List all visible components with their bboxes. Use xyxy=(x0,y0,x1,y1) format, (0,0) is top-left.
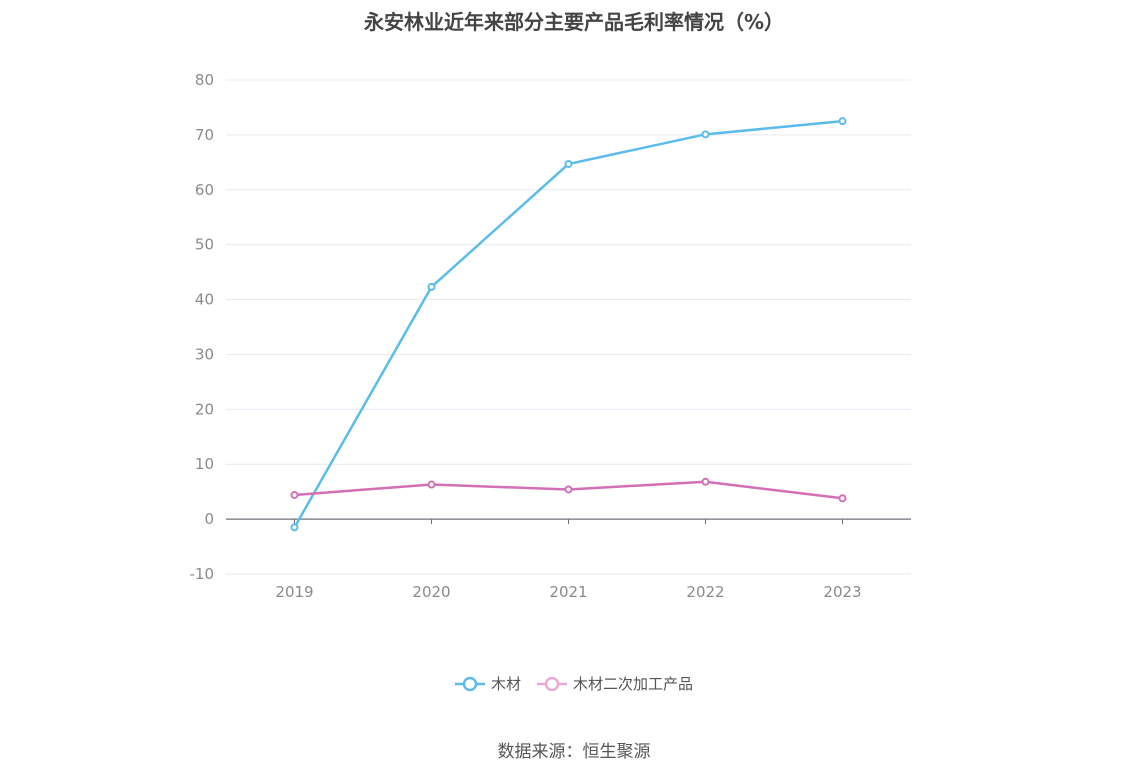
chart-title: 永安林业近年来部分主要产品毛利率情况（%） xyxy=(363,10,785,34)
data-point xyxy=(564,159,573,168)
data-point xyxy=(838,494,847,503)
y-tick-label: 30 xyxy=(195,345,214,363)
y-tick-label: 80 xyxy=(195,71,214,89)
legend-label-wood-processed: 木材二次加工产品 xyxy=(573,675,694,693)
data-source: 数据来源：恒生聚源 xyxy=(497,742,651,762)
x-tick-label: 2023 xyxy=(823,583,861,601)
y-tick-label: 70 xyxy=(195,126,214,144)
data-point xyxy=(564,485,573,494)
data-point xyxy=(838,117,847,126)
y-tick-label: 20 xyxy=(195,400,214,418)
x-tick-label: 2022 xyxy=(686,583,724,601)
legend-swatch-wood-processed xyxy=(537,676,567,691)
y-tick-label: 50 xyxy=(195,236,214,254)
legend-item-wood[interactable]: 木材 xyxy=(454,673,521,694)
data-point xyxy=(427,282,436,291)
legend-swatch-wood xyxy=(454,676,485,691)
y-tick-label: 60 xyxy=(195,181,214,199)
legend-label-wood: 木材 xyxy=(490,675,521,693)
data-point xyxy=(701,477,710,486)
y-tick-label: 0 xyxy=(204,510,214,528)
legend: 木材 木材二次加工产品 xyxy=(0,673,1148,694)
y-tick-label: -10 xyxy=(190,565,215,583)
series-line-0 xyxy=(293,119,843,528)
x-tick-label: 2019 xyxy=(275,583,313,601)
x-tick-label: 2021 xyxy=(549,583,587,601)
data-point xyxy=(290,490,299,499)
y-tick-label: 10 xyxy=(195,455,214,473)
legend-item-wood-processed[interactable]: 木材二次加工产品 xyxy=(537,673,693,694)
y-tick-label: 40 xyxy=(195,291,214,309)
x-tick-label: 2020 xyxy=(412,583,450,601)
data-point xyxy=(290,523,299,532)
data-point xyxy=(427,480,436,489)
data-point xyxy=(701,130,710,139)
